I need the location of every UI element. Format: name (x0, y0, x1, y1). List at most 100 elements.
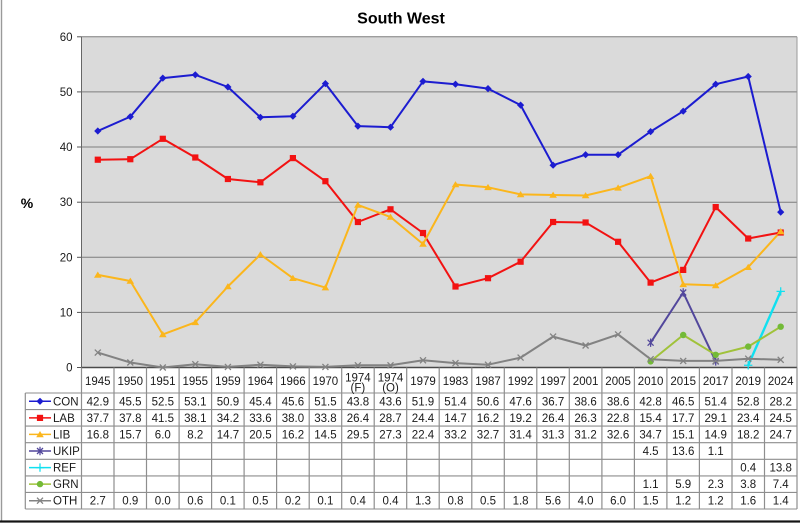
svg-text:15.1: 15.1 (672, 429, 694, 441)
svg-text:1950: 1950 (118, 376, 144, 388)
svg-text:45.4: 45.4 (249, 396, 272, 408)
svg-text:38.1: 38.1 (184, 413, 206, 425)
svg-text:32.6: 32.6 (607, 429, 629, 441)
svg-text:8.2: 8.2 (187, 429, 203, 441)
svg-text:33.8: 33.8 (314, 413, 336, 425)
svg-text:6.0: 6.0 (610, 496, 626, 508)
svg-text:34.2: 34.2 (217, 413, 239, 425)
svg-text:20.5: 20.5 (249, 429, 271, 441)
svg-text:31.4: 31.4 (509, 429, 532, 441)
svg-text:5.6: 5.6 (545, 496, 561, 508)
svg-text:33.2: 33.2 (444, 429, 466, 441)
svg-text:LAB: LAB (53, 413, 75, 425)
svg-text:South West: South West (357, 11, 445, 28)
svg-text:(F): (F) (351, 383, 366, 395)
svg-text:24.4: 24.4 (412, 413, 435, 425)
svg-text:1987: 1987 (475, 376, 501, 388)
svg-text:1.4: 1.4 (773, 496, 790, 508)
svg-text:13.8: 13.8 (770, 463, 792, 475)
svg-text:29.5: 29.5 (347, 429, 369, 441)
svg-text:1951: 1951 (150, 376, 176, 388)
svg-text:41.5: 41.5 (152, 413, 174, 425)
svg-text:3.8: 3.8 (740, 479, 756, 491)
svg-text:GRN: GRN (53, 479, 79, 491)
svg-text:2005: 2005 (605, 376, 631, 388)
svg-text:1.2: 1.2 (675, 496, 691, 508)
svg-text:6.0: 6.0 (155, 429, 171, 441)
svg-text:29.1: 29.1 (705, 413, 727, 425)
svg-text:2.7: 2.7 (90, 496, 106, 508)
svg-text:5.9: 5.9 (675, 479, 691, 491)
svg-text:52.8: 52.8 (737, 396, 759, 408)
svg-text:45.6: 45.6 (282, 396, 304, 408)
svg-text:15.7: 15.7 (119, 429, 141, 441)
svg-text:28.2: 28.2 (770, 396, 792, 408)
svg-text:(O): (O) (382, 383, 399, 395)
svg-text:60: 60 (60, 32, 73, 44)
svg-text:22.8: 22.8 (607, 413, 629, 425)
svg-text:0.6: 0.6 (187, 496, 203, 508)
svg-text:52.5: 52.5 (152, 396, 174, 408)
svg-text:1.1: 1.1 (643, 479, 659, 491)
svg-text:36.7: 36.7 (542, 396, 564, 408)
svg-text:46.5: 46.5 (672, 396, 694, 408)
svg-text:50: 50 (60, 87, 73, 99)
svg-text:42.8: 42.8 (639, 396, 661, 408)
svg-text:0.8: 0.8 (448, 496, 464, 508)
svg-text:37.7: 37.7 (87, 413, 109, 425)
svg-text:1979: 1979 (410, 376, 436, 388)
svg-text:32.7: 32.7 (477, 429, 499, 441)
svg-text:UKIP: UKIP (53, 446, 80, 458)
svg-text:0.5: 0.5 (480, 496, 496, 508)
svg-text:OTH: OTH (53, 496, 77, 508)
svg-text:1997: 1997 (540, 376, 566, 388)
svg-text:16.2: 16.2 (282, 429, 304, 441)
svg-text:1974: 1974 (345, 373, 371, 385)
svg-text:0.2: 0.2 (285, 496, 301, 508)
svg-text:1945: 1945 (85, 376, 111, 388)
svg-text:%: % (21, 195, 34, 211)
svg-text:47.6: 47.6 (509, 396, 531, 408)
svg-text:38.0: 38.0 (282, 413, 304, 425)
svg-text:0: 0 (66, 363, 72, 375)
svg-text:1.8: 1.8 (513, 496, 529, 508)
svg-text:42.9: 42.9 (87, 396, 109, 408)
svg-text:1.1: 1.1 (708, 446, 724, 458)
svg-text:28.7: 28.7 (379, 413, 401, 425)
svg-text:33.6: 33.6 (249, 413, 271, 425)
svg-text:14.7: 14.7 (444, 413, 466, 425)
svg-text:1964: 1964 (248, 376, 274, 388)
svg-text:CON: CON (53, 396, 79, 408)
svg-text:1.3: 1.3 (415, 496, 431, 508)
svg-text:1.5: 1.5 (643, 496, 659, 508)
svg-text:51.4: 51.4 (444, 396, 467, 408)
svg-text:43.8: 43.8 (347, 396, 369, 408)
svg-text:38.6: 38.6 (574, 396, 596, 408)
svg-text:2019: 2019 (735, 376, 761, 388)
svg-text:13.6: 13.6 (672, 446, 694, 458)
svg-text:23.4: 23.4 (737, 413, 760, 425)
svg-text:2010: 2010 (638, 376, 664, 388)
svg-text:51.4: 51.4 (705, 396, 728, 408)
svg-text:14.9: 14.9 (705, 429, 727, 441)
svg-text:43.6: 43.6 (379, 396, 401, 408)
svg-text:4.0: 4.0 (578, 496, 594, 508)
svg-text:0.4: 0.4 (740, 463, 757, 475)
svg-text:14.5: 14.5 (314, 429, 336, 441)
svg-text:51.5: 51.5 (314, 396, 336, 408)
svg-text:0.4: 0.4 (350, 496, 367, 508)
svg-text:26.4: 26.4 (347, 413, 370, 425)
svg-text:0.5: 0.5 (252, 496, 268, 508)
svg-text:15.4: 15.4 (639, 413, 662, 425)
svg-text:51.9: 51.9 (412, 396, 434, 408)
svg-text:17.7: 17.7 (672, 413, 694, 425)
svg-text:LIB: LIB (53, 429, 71, 441)
svg-text:2015: 2015 (670, 376, 696, 388)
svg-text:1.2: 1.2 (708, 496, 724, 508)
svg-text:4.5: 4.5 (643, 446, 659, 458)
svg-text:1970: 1970 (313, 376, 339, 388)
svg-text:1.6: 1.6 (740, 496, 756, 508)
svg-text:40: 40 (60, 142, 73, 154)
svg-text:7.4: 7.4 (773, 479, 790, 491)
svg-text:REF: REF (53, 463, 76, 475)
